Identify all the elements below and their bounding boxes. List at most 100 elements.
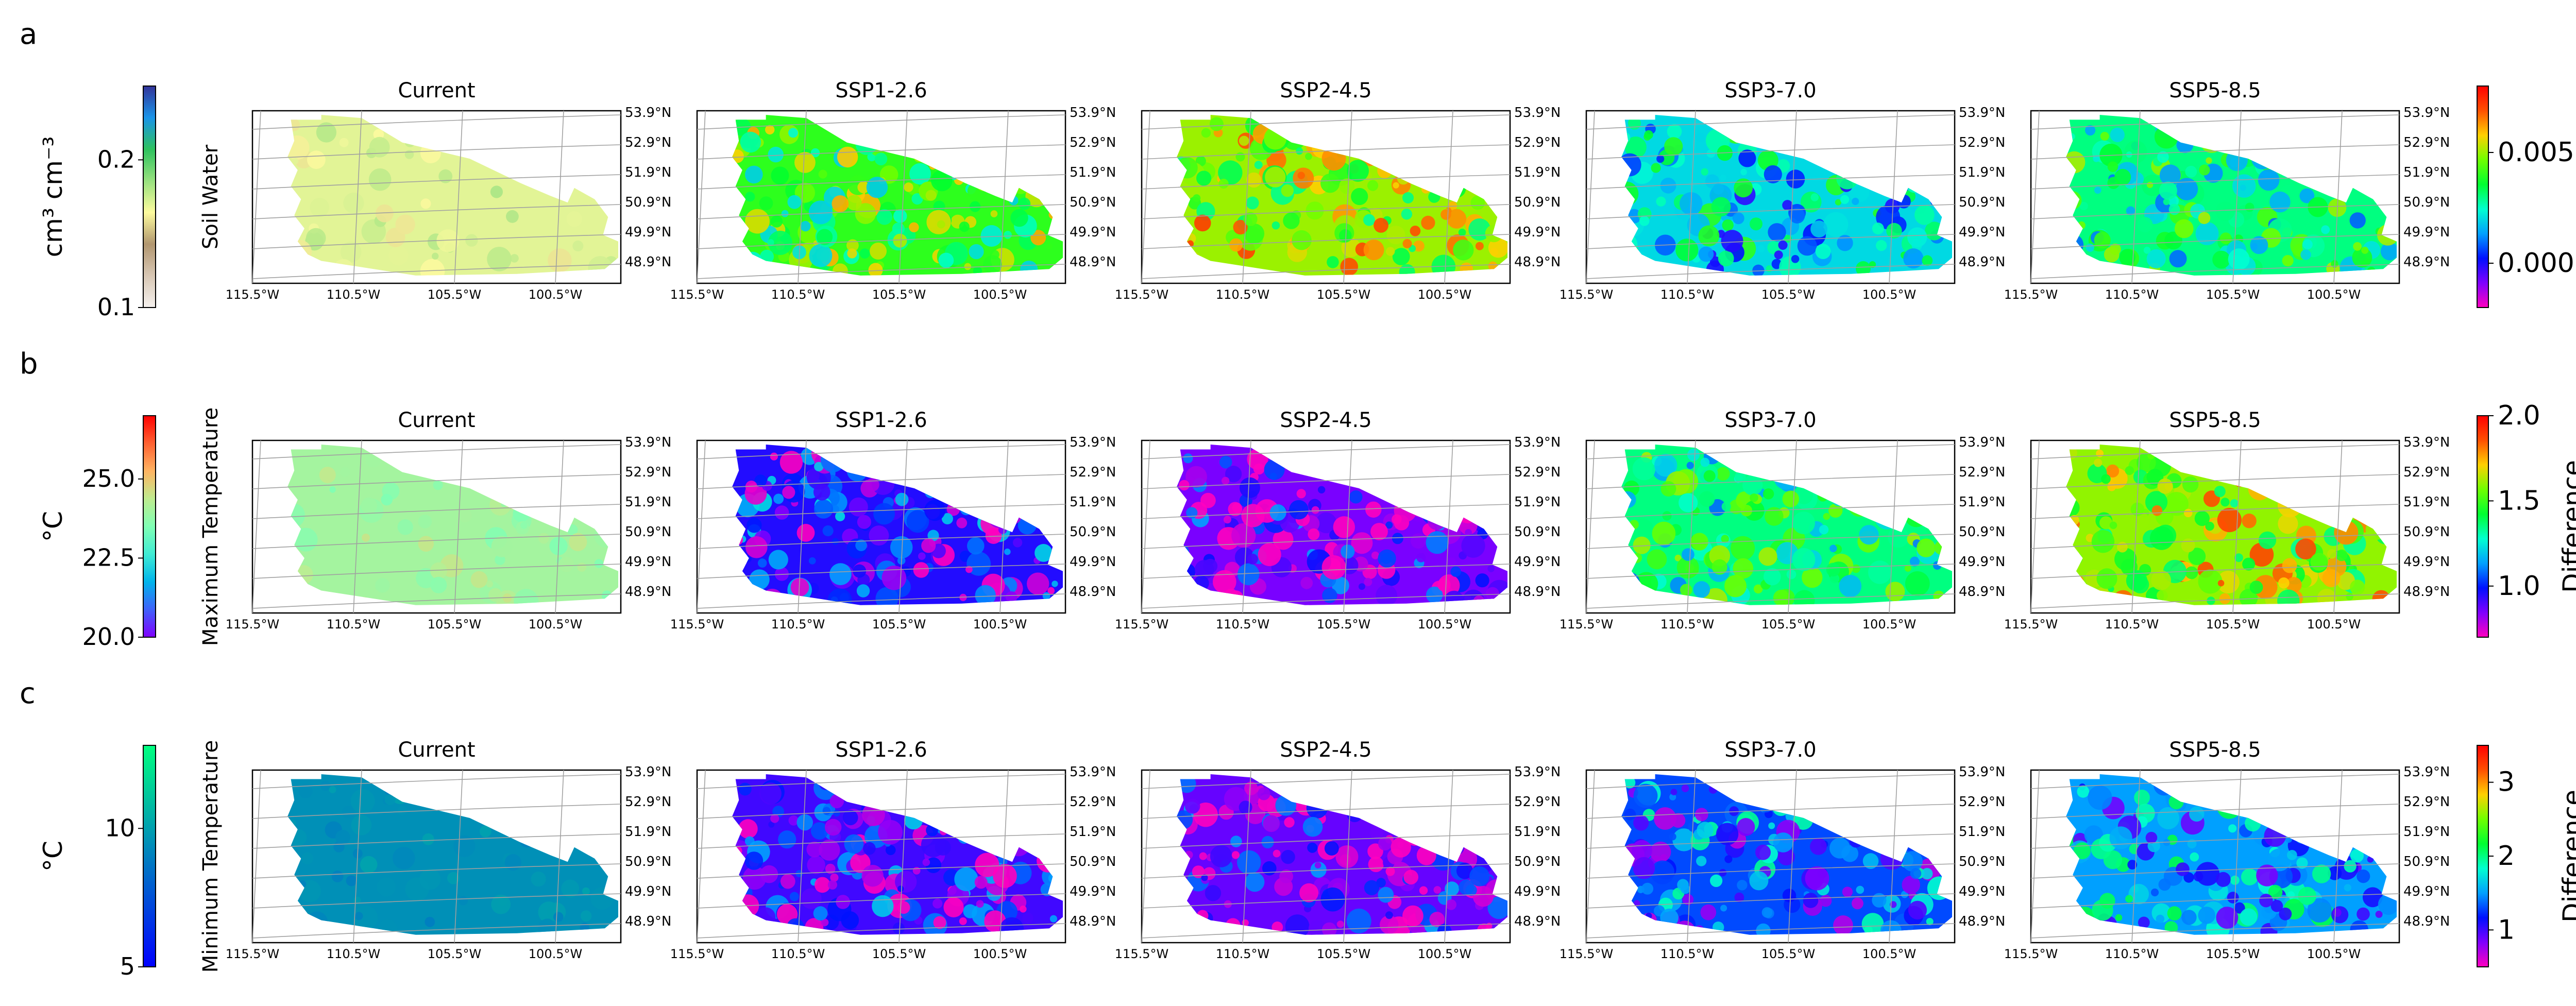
field-patch (747, 518, 762, 533)
colorbar-tick-label: 0.000 (2498, 248, 2574, 279)
field-patch (1265, 166, 1286, 187)
field-patch (1446, 899, 1457, 910)
field-patch (1768, 223, 1786, 242)
field-patch (990, 210, 998, 217)
field-patch (316, 122, 337, 143)
graticule-lon (899, 110, 908, 284)
field-patch (1718, 250, 1734, 267)
field-patch (1782, 889, 1797, 902)
field-patch (749, 569, 770, 590)
field-patch (2175, 178, 2198, 200)
field-patch (2302, 239, 2313, 250)
field-patch (990, 250, 999, 260)
field-patch (1782, 490, 1800, 507)
lon-tick-label: 110.5°W (1216, 287, 1269, 302)
field-patch (2079, 201, 2088, 211)
field-patch (1805, 866, 1829, 891)
field-patch (1365, 501, 1382, 518)
field-patch (765, 125, 775, 135)
lon-tick-label: 110.5°W (327, 947, 380, 961)
field-patch (1921, 868, 1933, 880)
row-label: Maximum Temperature (199, 407, 223, 646)
field-patch (1448, 201, 1458, 211)
field-patch (301, 852, 314, 865)
field-patch (343, 192, 364, 214)
field-patch (2279, 907, 2292, 920)
lat-tick-label: 50.9°N (1070, 195, 1116, 210)
field-patch (2228, 824, 2237, 833)
field-patch (436, 229, 460, 252)
field-patch (2240, 908, 2258, 926)
field-patch (774, 505, 789, 520)
field-patch (1386, 226, 1405, 245)
field-patch (433, 480, 443, 490)
colorbar-tick-label: 25.0 (82, 465, 135, 492)
field-patch (1676, 556, 1699, 579)
field-patch (2149, 526, 2174, 550)
graticule-lon (798, 440, 807, 613)
field-patch (459, 896, 468, 906)
field-patch (2249, 581, 2263, 594)
field-patch (1402, 192, 1414, 203)
lat-tick-label: 48.9°N (2403, 584, 2450, 600)
lon-tick-label: 110.5°W (2105, 287, 2159, 302)
lat-tick-label: 53.9°N (2403, 435, 2450, 450)
field-patch (1213, 570, 1236, 594)
graticule-lat (697, 264, 1066, 279)
field-patch (875, 587, 899, 605)
field-patch (531, 872, 546, 887)
graticule-lon (1141, 770, 1150, 943)
field-patch (861, 865, 884, 887)
graticule-lat (1141, 174, 1511, 190)
lat-tick-label: 53.9°N (1959, 764, 2005, 780)
lat-tick-label: 50.9°N (1959, 854, 2005, 869)
field-patch (1179, 480, 1190, 491)
field-patch (1690, 533, 1708, 551)
field-patch (1446, 557, 1456, 568)
lat-tick-label: 50.9°N (625, 524, 671, 540)
lon-tick-label: 110.5°W (1216, 617, 1269, 632)
field-patch (1774, 250, 1783, 260)
field-patch (1644, 130, 1653, 140)
field-patch (1815, 244, 1831, 259)
graticule-lat (2030, 534, 2400, 549)
lon-tick-label: 105.5°W (872, 287, 926, 302)
field-patch (2094, 186, 2102, 194)
graticule-lat (1141, 774, 1511, 789)
difference-colorbar-label: Difference (2557, 460, 2576, 593)
field-patch (814, 462, 824, 472)
field-patch (2344, 860, 2357, 873)
field-patch (1660, 854, 1667, 861)
field-patch (993, 864, 1017, 888)
field-patch (1724, 855, 1733, 863)
field-patch (788, 128, 798, 138)
field-patch (2157, 151, 2169, 163)
lon-tick-label: 105.5°W (2206, 947, 2260, 961)
lat-tick-label: 53.9°N (2403, 105, 2450, 121)
graticule-lat (697, 234, 1066, 249)
lon-tick-label: 115.5°W (1115, 617, 1168, 632)
field-patch (1245, 872, 1265, 892)
field-patch (768, 821, 775, 828)
field-patch (1710, 874, 1723, 887)
field-patch (1701, 168, 1708, 176)
graticule-lon (1586, 110, 1595, 284)
field-patch (1218, 160, 1243, 185)
field-patch (520, 521, 528, 529)
graticule-lon (2232, 110, 2242, 284)
field-patch (1258, 543, 1281, 567)
lat-tick-label: 49.9°N (2403, 225, 2450, 240)
field-patch (1351, 187, 1368, 206)
field-patch (2350, 579, 2365, 595)
field-patch (779, 451, 803, 474)
lat-tick-label: 50.9°N (625, 854, 671, 869)
field-patch (827, 880, 837, 890)
field-patch (1022, 912, 1033, 924)
field-patch (368, 168, 392, 191)
map-title: SSP5-8.5 (2169, 408, 2261, 432)
panel-letter: a (20, 18, 37, 51)
field-patch (2101, 474, 2111, 484)
graticule-lat (252, 474, 621, 489)
field-patch (800, 220, 811, 232)
graticule-lat (697, 444, 1066, 459)
